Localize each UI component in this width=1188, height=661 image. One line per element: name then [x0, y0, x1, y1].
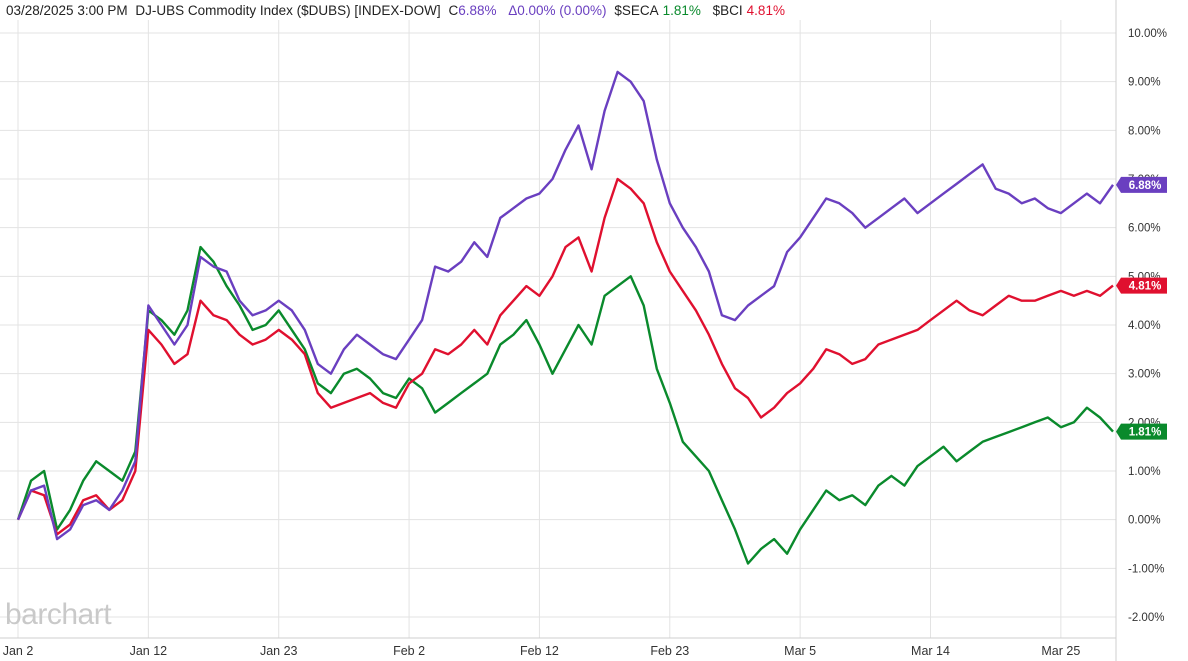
- y-tick-label: -2.00%: [1128, 612, 1164, 624]
- header-seca: $SECA 1.81%: [614, 3, 705, 18]
- last-value-badge-bci: 4.81%: [1116, 277, 1167, 294]
- header-bci-symbol: $BCI: [712, 3, 743, 18]
- series-lines: [16, 70, 1114, 565]
- x-tick-label: Mar 25: [1041, 644, 1080, 658]
- badge-label: 1.81%: [1129, 427, 1162, 439]
- last-value-badge-dubs: 6.88%: [1116, 176, 1167, 193]
- y-tick-label: 3.00%: [1128, 369, 1161, 381]
- header-seca-value: 1.81%: [662, 3, 701, 18]
- x-tick-label: Jan 2: [3, 644, 34, 658]
- x-tick-label: Feb 2: [393, 644, 425, 658]
- header-bci: $BCI 4.81%: [713, 3, 789, 18]
- x-tick-label: Feb 23: [650, 644, 689, 658]
- badge-label: 6.88%: [1129, 180, 1162, 192]
- badge-label: 4.81%: [1129, 281, 1162, 293]
- header-datetime: 03/28/2025 3:00 PM: [6, 3, 128, 18]
- y-tick-label: 9.00%: [1128, 77, 1161, 89]
- x-tick-label: Jan 12: [130, 644, 168, 658]
- header-change: Δ0.00% (0.00%): [508, 3, 607, 18]
- series-line-seca: [16, 245, 1114, 565]
- grid-lines: [0, 20, 1116, 638]
- y-tick-label: -1.00%: [1128, 563, 1164, 575]
- header-close-value: 6.88%: [458, 3, 497, 18]
- header-symbol: DJ-UBS Commodity Index ($DUBS) [INDEX-DO…: [135, 3, 441, 18]
- last-value-badges: 6.88% 4.81% 1.81%: [1116, 176, 1167, 440]
- series-line-bci: [16, 177, 1114, 536]
- y-tick-label: 8.00%: [1128, 125, 1161, 137]
- x-tick-label: Feb 12: [520, 644, 559, 658]
- header-close-prefix: C: [448, 3, 459, 18]
- x-tick-label: Mar 5: [784, 644, 816, 658]
- y-tick-label: 1.00%: [1128, 466, 1161, 478]
- x-tick-label: Jan 23: [260, 644, 298, 658]
- barchart-logo: barchart: [5, 598, 112, 631]
- y-tick-label: 0.00%: [1128, 515, 1161, 527]
- series-line-dubs: [16, 70, 1114, 541]
- x-tick-label: Mar 14: [911, 644, 950, 658]
- y-axis: 10.00%9.00%8.00%7.00%6.00%5.00%4.00%3.00…: [1115, 0, 1167, 661]
- header-seca-symbol: $SECA: [614, 3, 659, 18]
- y-tick-label: 6.00%: [1128, 223, 1161, 235]
- header-bci-value: 4.81%: [746, 3, 785, 18]
- y-tick-label: 4.00%: [1128, 320, 1161, 332]
- header-close: C6.88%: [448, 3, 500, 18]
- chart-header: 03/28/2025 3:00 PM DJ-UBS Commodity Inde…: [6, 3, 793, 18]
- y-tick-label: 10.00%: [1128, 28, 1167, 40]
- x-axis: Jan 2 Jan 12 Jan 23 Feb 2 Feb 12 Feb 23 Mar 5 M…: [0, 637, 1116, 658]
- last-value-badge-seca: 1.81%: [1116, 423, 1167, 440]
